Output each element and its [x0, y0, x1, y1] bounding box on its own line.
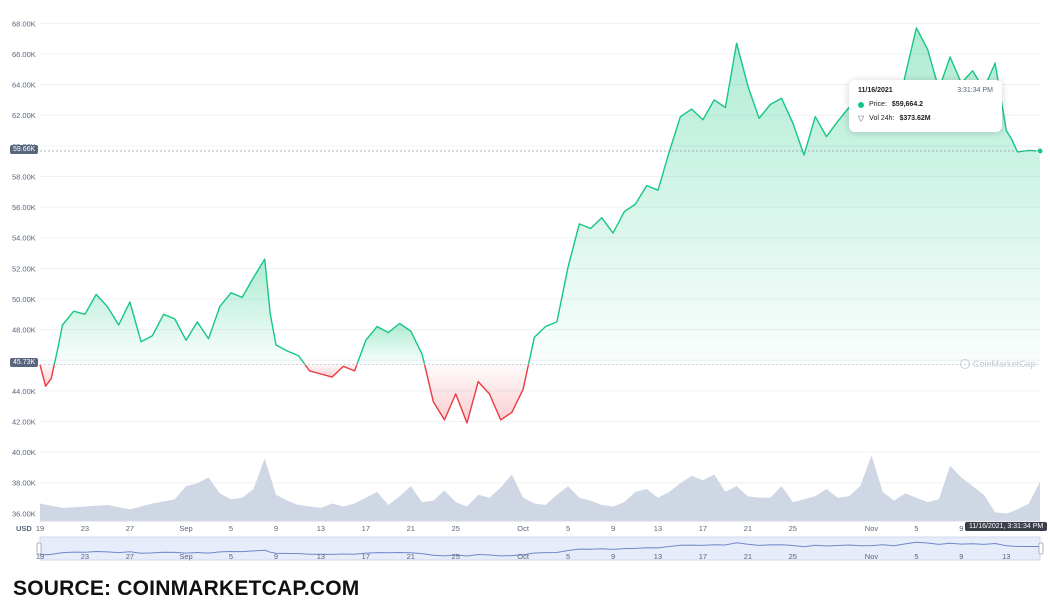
volume-icon: ▽	[858, 113, 865, 123]
crosshair-time-label: 11/16/2021, 3:31:34 PM	[965, 522, 1048, 531]
y-tick-label: 62.00K	[12, 111, 36, 120]
y-tick-label: 36.00K	[12, 509, 36, 518]
x-tick-label: 25	[789, 524, 797, 533]
y-tick-label: 54.00K	[12, 234, 36, 243]
navigator-tick-label: 17	[699, 552, 707, 561]
tooltip-price-row: Price: $59,664.2	[858, 101, 923, 108]
tooltip-volume-row: ▽ Vol 24h: $373.62M	[858, 113, 931, 123]
y-tick-label: 42.00K	[12, 417, 36, 426]
price-area-up	[528, 27, 1040, 365]
navigator-tick-label: 13	[317, 552, 325, 561]
volume-series	[40, 455, 1040, 521]
tooltip-volume-value: $373.62M	[899, 115, 931, 122]
x-tick-label: Sep	[179, 524, 192, 533]
x-tick-label: 5	[229, 524, 233, 533]
navigator-tick-label: 13	[654, 552, 662, 561]
y-tick-label: 44.00K	[12, 387, 36, 396]
price-area-up	[357, 323, 425, 365]
currency-label: USD	[16, 524, 32, 533]
watermark: CoinMarketCap	[960, 359, 1036, 369]
navigator-series	[39, 541, 1040, 557]
x-tick-label: 9	[611, 524, 615, 533]
navigator-left-handle[interactable]	[36, 542, 42, 555]
current-price-marker	[1036, 147, 1044, 155]
x-tick-label: 19	[36, 524, 44, 533]
range-navigator[interactable]: 19 23 27 Sep 5 9 13 17 21 25 Oct 5 9 13 17 21 25 Nov 5 9 13	[36, 536, 1044, 561]
current-price-label: 59.66K	[10, 145, 39, 154]
y-axis: 36.00K38.00K40.00K42.00K44.00K46.00K48.0…	[12, 19, 36, 518]
navigator-tick-label: 13	[1002, 552, 1010, 561]
price-dot-icon	[858, 101, 864, 108]
navigator-tick-label: 25	[452, 552, 460, 561]
x-tick-label: Oct	[517, 524, 530, 533]
y-tick-label: 56.00K	[12, 203, 36, 212]
tooltip-price-label: Price:	[869, 101, 887, 108]
x-tick-label: 21	[407, 524, 415, 533]
tooltip-volume-label: Vol 24h:	[869, 115, 895, 122]
baseline-price-label: 45.73K	[10, 358, 39, 367]
x-tick-label: 9	[274, 524, 278, 533]
y-tick-label: 68.00K	[12, 19, 36, 28]
tooltip-date: 11/16/2021	[858, 87, 893, 94]
navigator-tick-label: 5	[229, 552, 233, 561]
tooltip-time: 3:31:34 PM	[957, 87, 993, 94]
navigator-tick-label: 17	[362, 552, 370, 561]
x-tick-label: 13	[654, 524, 662, 533]
navigator-tick-label: 9	[611, 552, 615, 561]
tooltip-price-value: $59,664.2	[891, 101, 924, 108]
y-tick-label: 48.00K	[12, 326, 36, 335]
x-tick-label: 27	[126, 524, 134, 533]
y-tick-label: 50.00K	[12, 295, 36, 304]
navigator-tick-label: 9	[274, 552, 278, 561]
x-tick-label: Nov	[865, 524, 879, 533]
price-line-down	[423, 364, 530, 424]
price-area-up	[54, 259, 305, 365]
price-area-down	[424, 364, 529, 423]
y-tick-label: 40.00K	[12, 448, 36, 457]
x-tick-label: 17	[362, 524, 370, 533]
volume-area	[40, 455, 1040, 521]
navigator-tick-label: 25	[789, 552, 797, 561]
navigator-tick-label: 9	[959, 552, 963, 561]
navigator-tick-label: Nov	[865, 552, 879, 561]
x-tick-label: 9	[959, 524, 963, 533]
navigator-tick-label: 21	[744, 552, 752, 561]
navigator-tick-label: 21	[407, 552, 415, 561]
x-tick-label: 21	[744, 524, 752, 533]
reference-lines	[40, 147, 1044, 365]
y-tick-label: 52.00K	[12, 264, 36, 273]
x-tick-label: 23	[81, 524, 89, 533]
navigator-right-handle[interactable]	[1038, 542, 1044, 555]
navigator-tick-label: 19	[36, 552, 44, 561]
price-tooltip: 11/16/2021 3:31:34 PM Price: $59,664.2 ▽…	[849, 80, 1002, 132]
price-area-down	[40, 364, 55, 387]
x-tick-label: 13	[317, 524, 325, 533]
price-area-down	[304, 364, 357, 378]
y-tick-label: 64.00K	[12, 81, 36, 90]
coinmarketcap-logo-icon	[960, 359, 970, 369]
navigator-tick-label: 27	[126, 552, 134, 561]
navigator-tick-label: 5	[566, 552, 570, 561]
navigator-tick-label: 23	[81, 552, 89, 561]
x-tick-label: 5	[566, 524, 570, 533]
y-tick-label: 38.00K	[12, 479, 36, 488]
x-tick-label: 25	[452, 524, 460, 533]
navigator-tick-label: Sep	[179, 552, 192, 561]
price-line-up	[53, 258, 306, 365]
navigator-tick-label: Oct	[517, 552, 530, 561]
navigator-tick-label: 5	[914, 552, 918, 561]
watermark-text: CoinMarketCap	[973, 359, 1036, 369]
price-line-down	[39, 364, 55, 387]
x-tick-label: 5	[914, 524, 918, 533]
price-line-up	[356, 322, 426, 365]
y-tick-label: 58.00K	[12, 172, 36, 181]
price-line-down	[304, 363, 358, 378]
x-tick-label: 17	[699, 524, 707, 533]
y-tick-label: 66.00K	[12, 50, 36, 59]
source-caption: SOURCE: COINMARKETCAP.COM	[13, 577, 360, 600]
